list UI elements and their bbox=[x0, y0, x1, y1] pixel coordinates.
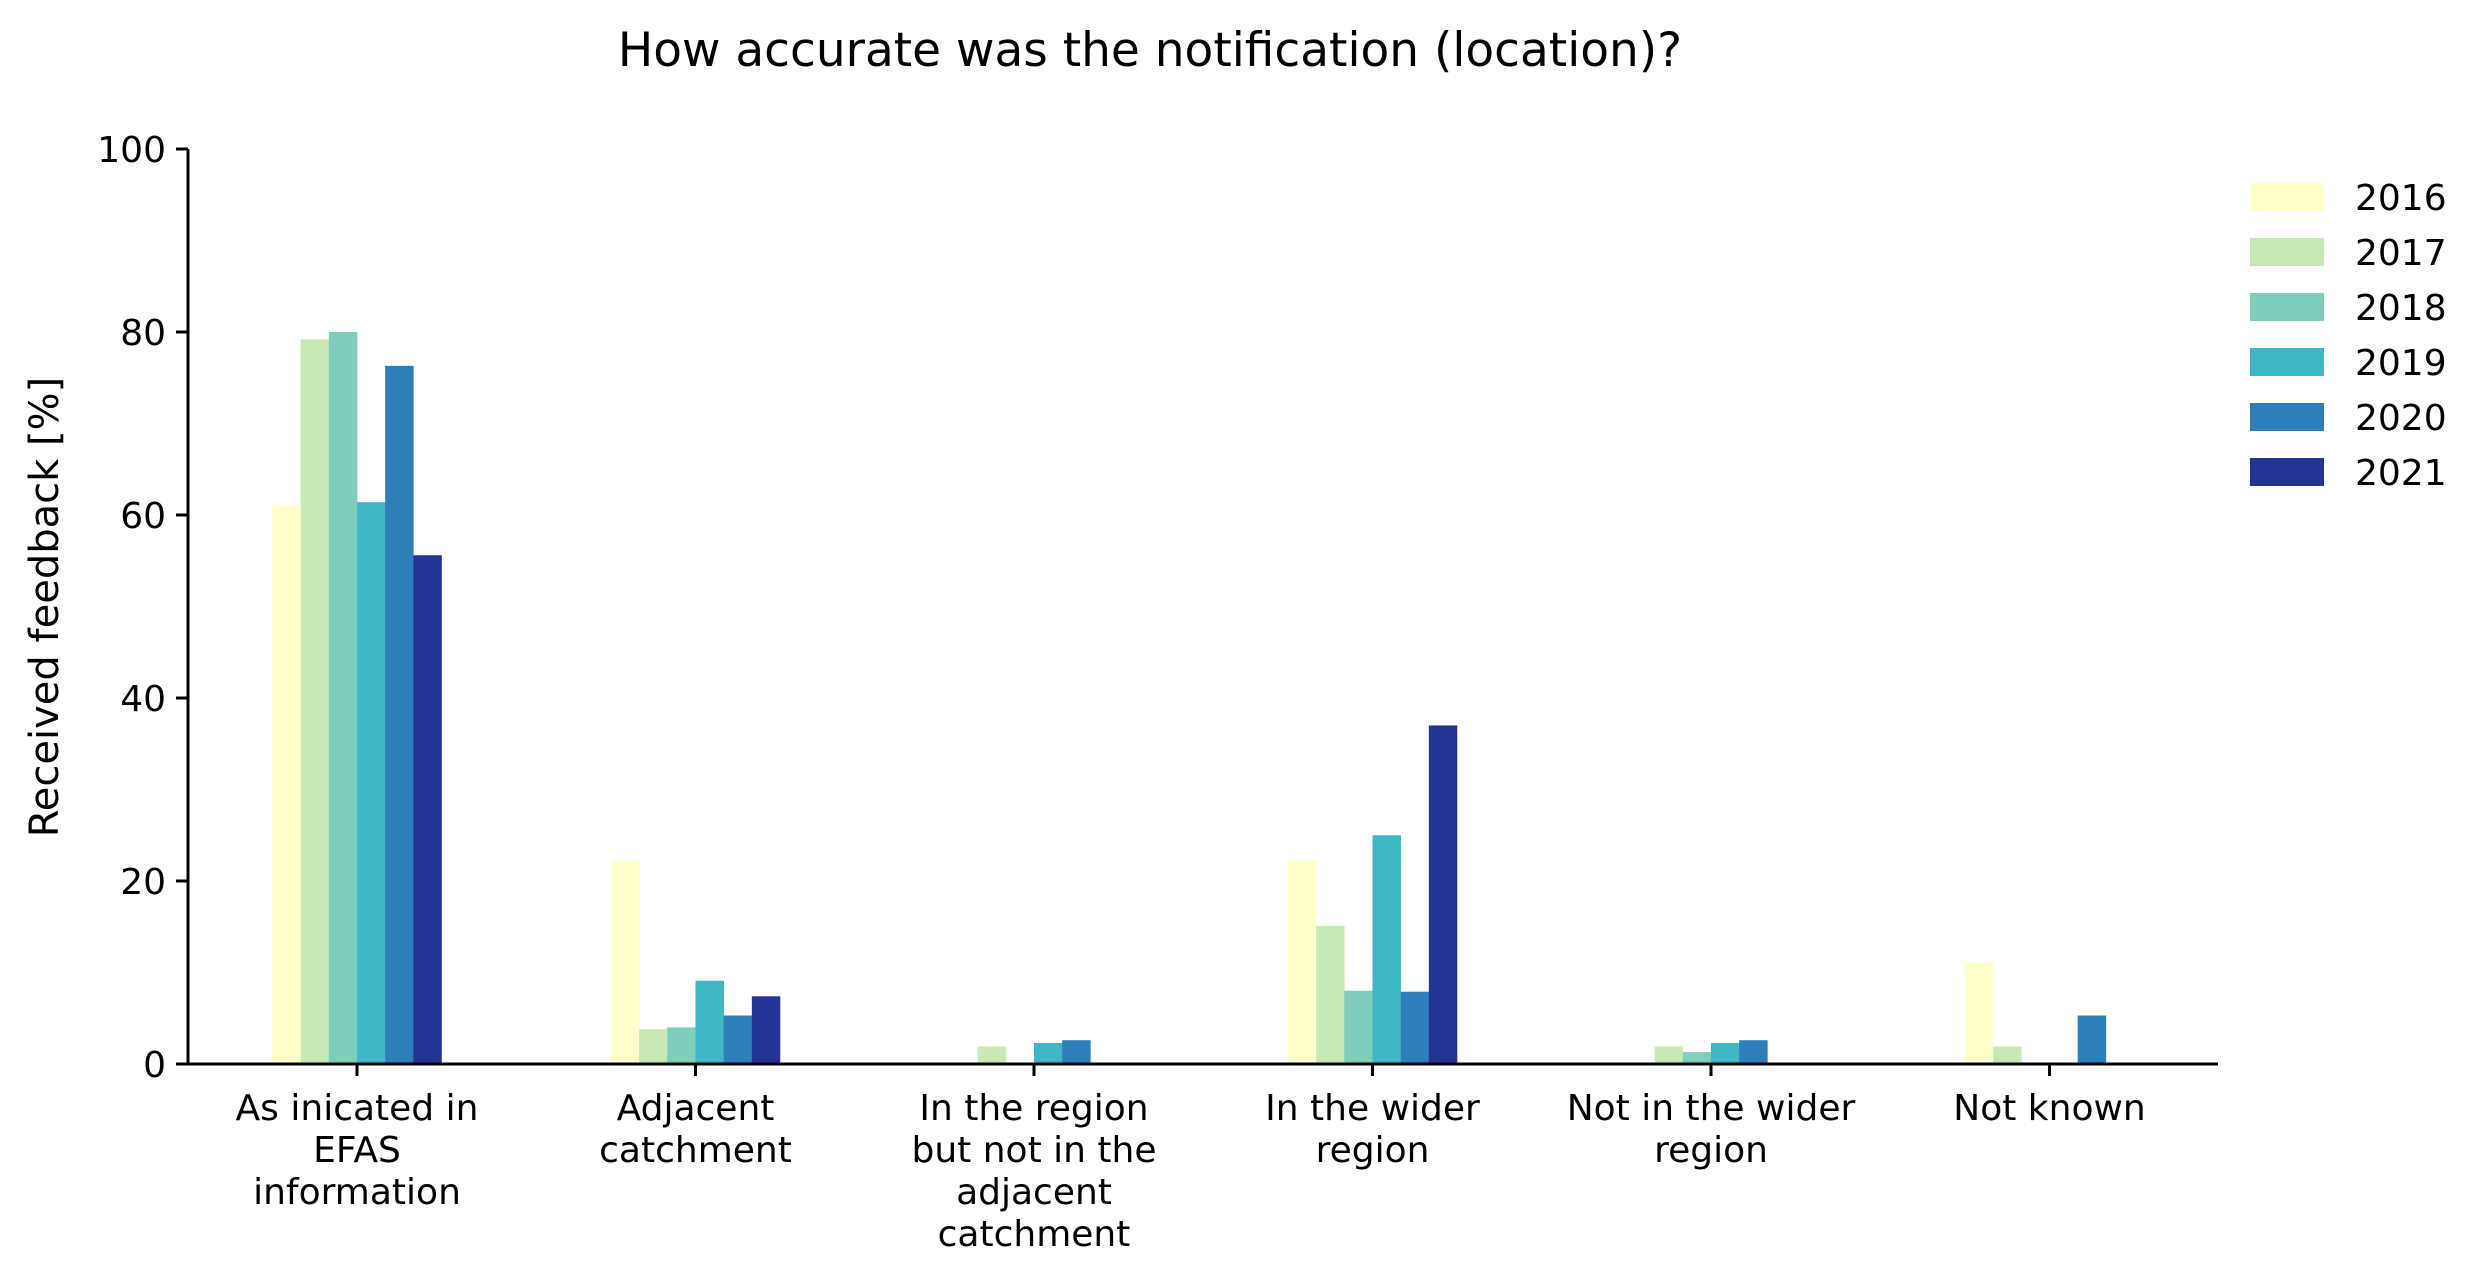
legend-label-2019: 2019 bbox=[2355, 343, 2447, 384]
bar-2017-3 bbox=[1316, 925, 1345, 1064]
y-tick-label: 60 bbox=[120, 496, 166, 537]
y-tick-label: 80 bbox=[120, 313, 166, 354]
y-tick-label: 40 bbox=[120, 679, 166, 720]
x-axis: As inicated in EFAS information Adjacent cat… bbox=[188, 1062, 2218, 1255]
x-category-label: Not in the wider region bbox=[1567, 1088, 1856, 1171]
bar-2016-1 bbox=[611, 860, 640, 1064]
legend-swatch-2020 bbox=[2250, 403, 2324, 431]
bar-2020-5 bbox=[2077, 1015, 2107, 1064]
bar-2020-2 bbox=[1062, 1040, 1091, 1064]
bar-2020-1 bbox=[723, 1015, 753, 1064]
bar-2017-1 bbox=[639, 1029, 668, 1064]
legend: 2016 2017 2018 2019 2020 2021 bbox=[2250, 178, 2447, 494]
x-category-label: Not known bbox=[1953, 1088, 2145, 1129]
y-axis: 0 20 40 60 80 100 bbox=[97, 130, 190, 1086]
bar-2018-3 bbox=[1344, 990, 1373, 1064]
legend-label-2017: 2017 bbox=[2355, 233, 2447, 274]
bar-2019-3 bbox=[1372, 835, 1401, 1064]
legend-label-2021: 2021 bbox=[2355, 453, 2447, 494]
bar-2021-1 bbox=[751, 996, 781, 1064]
legend-swatch-2017 bbox=[2250, 238, 2324, 266]
legend-label-2018: 2018 bbox=[2355, 288, 2447, 329]
bar-2019-0 bbox=[357, 502, 386, 1064]
y-axis-label: Received feedback [%] bbox=[22, 377, 68, 837]
bar-2019-2 bbox=[1034, 1042, 1063, 1064]
bars-group bbox=[272, 332, 2107, 1064]
bar-2018-0 bbox=[328, 332, 358, 1064]
x-category-label: As inicated in EFAS information bbox=[236, 1088, 479, 1213]
legend-swatch-2016 bbox=[2250, 183, 2324, 211]
legend-swatch-2021 bbox=[2250, 458, 2324, 486]
bar-2021-0 bbox=[413, 555, 442, 1064]
x-category-label: In the region but not in the adjacent catch… bbox=[912, 1088, 1157, 1255]
chart-title: How accurate was the notification (locat… bbox=[618, 23, 1682, 78]
legend-swatch-2019 bbox=[2250, 348, 2324, 376]
x-category-label: In the wider region bbox=[1265, 1088, 1480, 1171]
y-tick-label: 20 bbox=[120, 862, 166, 903]
bar-2021-3 bbox=[1428, 725, 1458, 1064]
bar-2020-0 bbox=[385, 365, 414, 1064]
bar-2019-4 bbox=[1711, 1042, 1740, 1064]
bar-2018-1 bbox=[667, 1027, 696, 1064]
y-tick-label: 100 bbox=[97, 130, 166, 171]
bar-2019-1 bbox=[695, 980, 724, 1064]
legend-label-2016: 2016 bbox=[2355, 178, 2447, 219]
bar-2020-3 bbox=[1400, 991, 1430, 1064]
bar-2016-0 bbox=[272, 504, 301, 1064]
y-tick-label: 0 bbox=[143, 1045, 166, 1086]
bar-2017-5 bbox=[1993, 1046, 2022, 1064]
x-category-label: Adjacent catchment bbox=[599, 1088, 792, 1171]
bar-2018-4 bbox=[1682, 1052, 1712, 1064]
bar-2016-5 bbox=[1965, 962, 1994, 1064]
bar-2017-2 bbox=[977, 1046, 1007, 1064]
legend-swatch-2018 bbox=[2250, 293, 2324, 321]
legend-label-2020: 2020 bbox=[2355, 398, 2447, 439]
bar-2017-4 bbox=[1654, 1046, 1684, 1064]
bar-2017-0 bbox=[300, 339, 330, 1064]
bar-2016-3 bbox=[1288, 860, 1317, 1064]
bar-2020-4 bbox=[1739, 1040, 1768, 1064]
